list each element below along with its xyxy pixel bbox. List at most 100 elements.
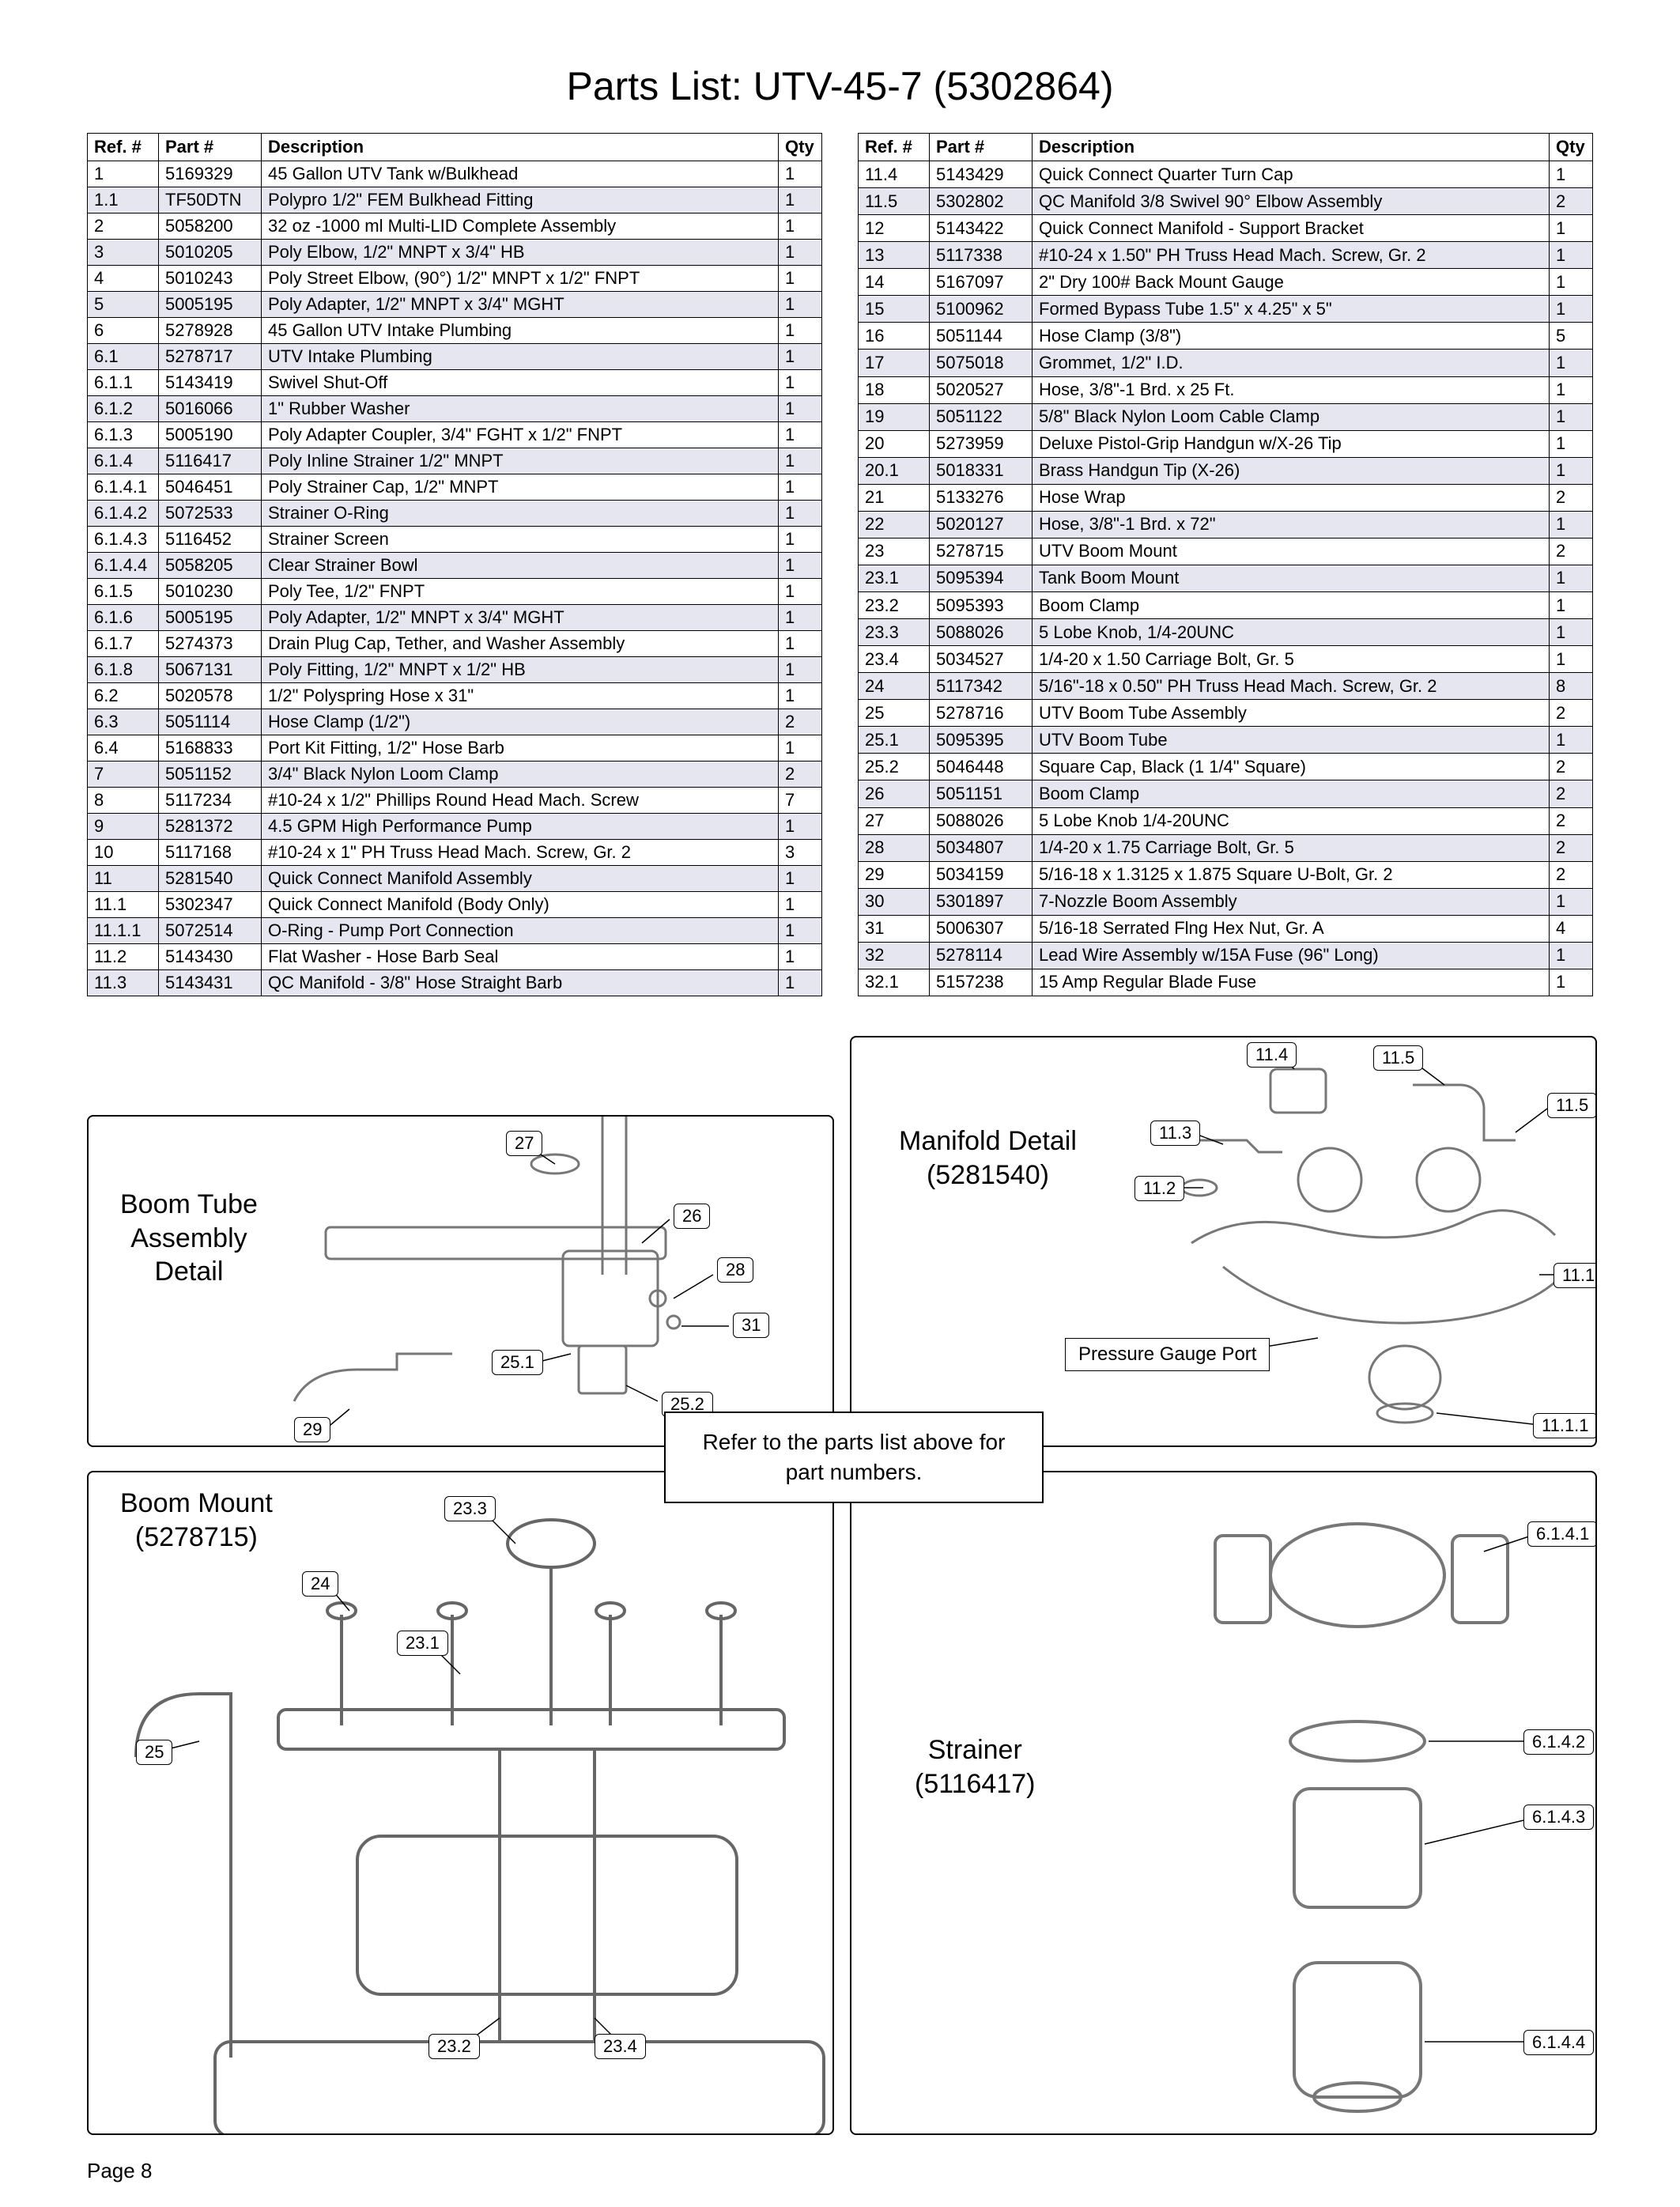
table-cell: 24 [859,673,930,700]
table-cell: 5051151 [930,780,1033,807]
tables-row: Ref. # Part # Description Qty 1516932945… [87,133,1593,996]
table-row: 225020127Hose, 3/8"-1 Brd. x 72"1 [859,511,1593,538]
table-cell: 5/16"-18 x 0.50" PH Truss Head Mach. Scr… [1033,673,1550,700]
table-row: 255278716UTV Boom Tube Assembly2 [859,700,1593,727]
table-cell: 5143422 [930,215,1033,242]
table-cell: Hose, 3/8"-1 Brd. x 72" [1033,511,1550,538]
table-cell: Hose Clamp (1/2") [262,709,779,735]
table-cell: 5302802 [930,188,1033,215]
table-row: 23.450345271/4-20 x 1.50 Carriage Bolt, … [859,646,1593,673]
callout: 29 [294,1417,330,1442]
table-cell: 32 oz -1000 ml Multi-LID Complete Assemb… [262,214,779,240]
table-cell: 5/16-18 x 1.3125 x 1.875 Square U-Bolt, … [1033,861,1550,888]
table-cell: Quick Connect Manifold - Support Bracket [1033,215,1550,242]
table-cell: Poly Inline Strainer 1/2" MNPT [262,448,779,474]
callout: 11.3 [1150,1121,1200,1146]
callout: 25 [136,1740,172,1765]
table-row: 2750880265 Lobe Knob 1/4-20UNC2 [859,807,1593,834]
table-row: 2950341595/16-18 x 1.3125 x 1.875 Square… [859,861,1593,888]
parts-table-left: Ref. # Part # Description Qty 1516932945… [87,133,822,996]
table-row: 2505820032 oz -1000 ml Multi-LID Complet… [88,214,822,240]
table-cell: 1 [779,605,822,631]
table-cell: 5116417 [159,448,262,474]
table-cell: 23.4 [859,646,930,673]
table-cell: 5051122 [930,403,1033,430]
note-box: Refer to the parts list above for part n… [664,1411,1044,1503]
callout: 6.1.4.2 [1523,1729,1594,1755]
table-cell: 8 [1550,673,1593,700]
table-cell: 6.4 [88,735,159,761]
table-cell: Deluxe Pistol-Grip Handgun w/X-26 Tip [1033,430,1550,457]
table-cell: 11.1 [88,892,159,918]
table-cell: 5020127 [930,511,1033,538]
table-cell: 28 [859,834,930,861]
table-cell: 11.1.1 [88,918,159,944]
table-cell: 5117338 [930,242,1033,269]
table-cell: Strainer O-Ring [262,501,779,527]
callout: 23.4 [595,2034,646,2059]
table-cell: 2 [1550,834,1593,861]
table-cell: 1 [779,657,822,683]
table-cell: 3 [88,240,159,266]
table-cell: 5034159 [930,861,1033,888]
table-cell: 22 [859,511,930,538]
table-cell: 2 [1550,754,1593,780]
table-cell: 21 [859,484,930,511]
table-cell: 5095393 [930,592,1033,619]
table-header-row: Ref. # Part # Description Qty [859,134,1593,161]
table-cell: 5100962 [930,296,1033,323]
table-cell: 1 [779,396,822,422]
table-row: 125143422Quick Connect Manifold - Suppor… [859,215,1593,242]
table-cell: Boom Clamp [1033,592,1550,619]
table-cell: 1 [779,892,822,918]
table-row: 105117168#10-24 x 1" PH Truss Head Mach.… [88,840,822,866]
table-cell: 1 [779,553,822,579]
table-cell: 1 [779,866,822,892]
table-cell: 1 [779,683,822,709]
callout: 24 [302,1571,338,1597]
table-cell: 1 [779,527,822,553]
table-cell: 5/8" Black Nylon Loom Cable Clamp [1033,403,1550,430]
table-row: 175075018Grommet, 1/2" I.D.1 [859,350,1593,376]
table-cell: 6.1.5 [88,579,159,605]
callout: 25.1 [492,1350,543,1375]
table-cell: 1 [1550,376,1593,403]
table-cell: 1.1 [88,187,159,214]
table-cell: 1 [1550,942,1593,969]
table-cell: 5005195 [159,292,262,318]
table-row: 6.35051114Hose Clamp (1/2")2 [88,709,822,735]
table-row: 325278114Lead Wire Assembly w/15A Fuse (… [859,942,1593,969]
table-row: 11.35143431QC Manifold - 3/8" Hose Strai… [88,970,822,996]
table-cell: 1 [779,422,822,448]
table-cell: 26 [859,780,930,807]
table-cell: 5072533 [159,501,262,527]
table-cell: 2 [779,761,822,788]
table-cell: Polypro 1/2" FEM Bulkhead Fitting [262,187,779,214]
table-row: 11.45143429Quick Connect Quarter Turn Ca… [859,161,1593,188]
table-cell: 1 [779,814,822,840]
col-desc: Description [262,134,779,161]
table-cell: 6.1.2 [88,396,159,422]
table-cell: O-Ring - Pump Port Connection [262,918,779,944]
table-cell: Poly Street Elbow, (90°) 1/2" MNPT x 1/2… [262,266,779,292]
table-cell: 5278715 [930,538,1033,565]
table-cell: 5088026 [930,619,1033,646]
table-cell: 1 [1550,350,1593,376]
table-cell: Strainer Screen [262,527,779,553]
table-cell: 5278717 [159,344,262,370]
table-cell: 5095394 [930,565,1033,591]
table-cell: 1 [1550,161,1593,188]
table-cell: 20 [859,430,930,457]
table-cell: 5/16-18 Serrated Flng Hex Nut, Gr. A [1033,915,1550,942]
table-cell: 1/4-20 x 1.75 Carriage Bolt, Gr. 5 [1033,834,1550,861]
sketch-strainer [851,1472,1597,2135]
table-cell: 5143431 [159,970,262,996]
table-cell: 2 [88,214,159,240]
callout: 31 [733,1313,769,1338]
table-cell: 5005190 [159,422,262,448]
table-cell: 15 [859,296,930,323]
callout: 11.5 [1547,1093,1597,1118]
table-row: 165051144Hose Clamp (3/8")5 [859,323,1593,350]
table-cell: 5117342 [930,673,1033,700]
table-cell: 1 [779,735,822,761]
